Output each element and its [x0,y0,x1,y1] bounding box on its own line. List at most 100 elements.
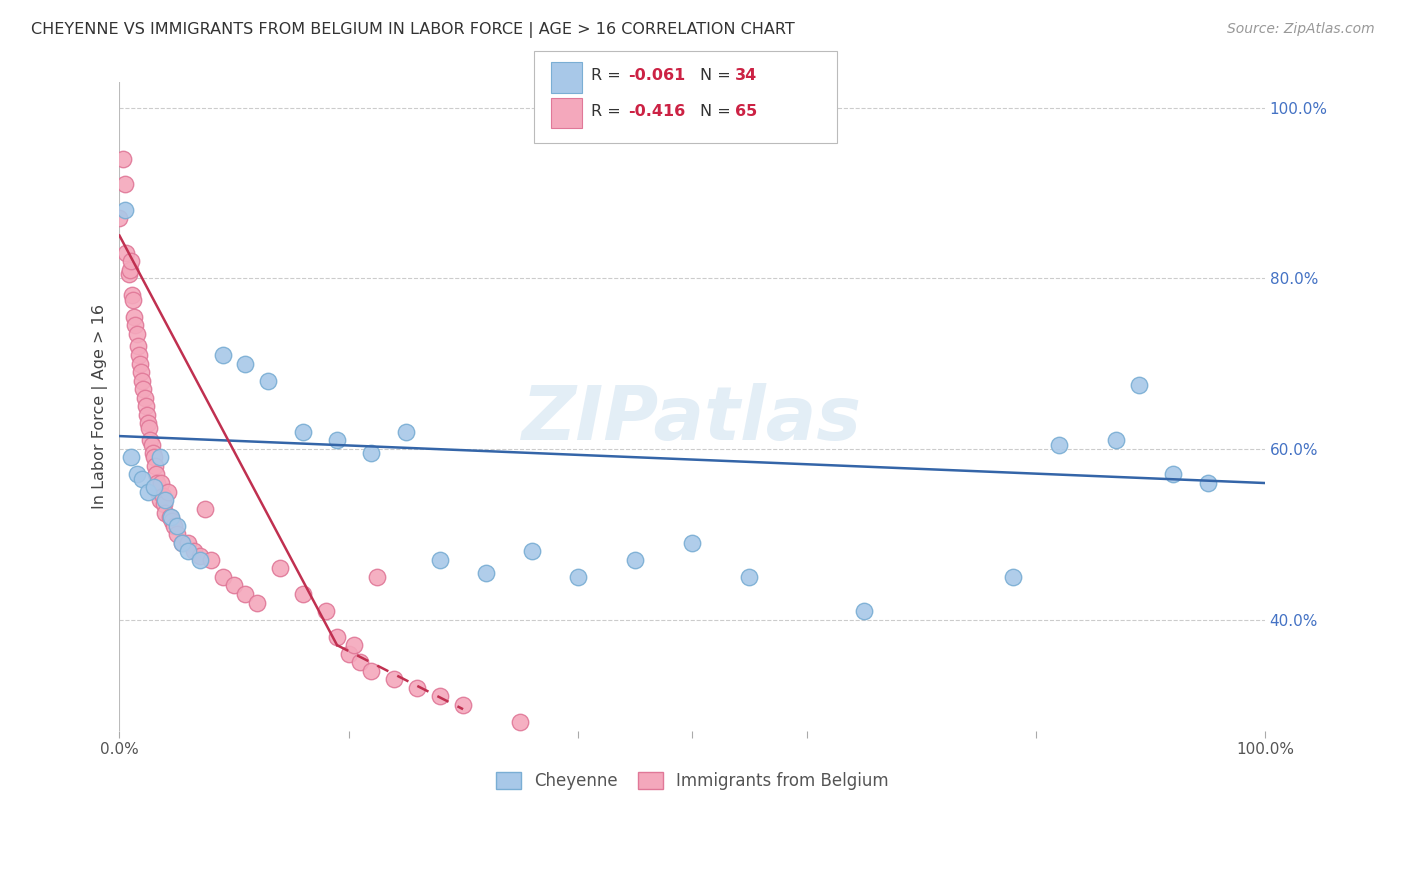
Point [142,446,165,460]
Point [136,408,159,422]
Point [269,561,291,575]
Point [520,544,543,558]
Point [257,374,280,388]
Point [134,391,156,405]
Point [315,604,337,618]
Point [145,467,167,482]
Text: CHEYENNE VS IMMIGRANTS FROM BELGIUM IN LABOR FORCE | AGE > 16 CORRELATION CHART: CHEYENNE VS IMMIGRANTS FROM BELGIUM IN L… [31,22,794,38]
Point [1197,476,1219,491]
Text: R =: R = [591,104,626,119]
Text: 65: 65 [735,104,758,119]
Point [131,374,153,388]
Text: N =: N = [700,69,737,83]
Point [1047,437,1070,451]
Point [159,510,181,524]
Point [135,399,157,413]
Point [211,348,233,362]
Point [326,434,349,448]
Point [160,510,183,524]
Point [222,578,245,592]
Point [1128,377,1150,392]
Point [291,425,314,439]
Point [246,595,269,609]
Point [124,318,146,333]
Point [125,326,148,341]
Point [143,458,166,473]
Point [211,570,233,584]
Point [395,425,418,439]
Point [382,673,405,687]
Point [177,535,200,549]
Point [366,570,388,584]
Point [188,549,211,563]
Point [148,484,170,499]
Point [475,566,498,580]
Point [142,480,165,494]
Point [429,690,451,704]
Point [406,681,429,695]
Point [118,262,141,277]
Point [146,476,169,491]
Point [125,467,148,482]
Point [291,587,314,601]
Point [337,647,360,661]
Point [183,544,205,558]
Point [122,293,145,307]
Point [156,484,179,499]
Point [155,493,177,508]
Point [172,535,194,549]
Point [141,437,163,451]
Point [108,211,131,226]
Point [148,493,170,508]
Point [114,178,136,192]
Point [200,553,222,567]
Point [124,310,146,324]
Point [136,417,159,431]
Point [163,518,186,533]
Y-axis label: In Labor Force | Age > 16: In Labor Force | Age > 16 [93,303,108,508]
Point [160,515,183,529]
Point [852,604,875,618]
Point [177,544,200,558]
Point [127,339,149,353]
Point [148,450,170,465]
Point [120,254,142,268]
Point [111,152,134,166]
Point [166,527,188,541]
Point [132,382,155,396]
Point [138,420,160,434]
Point [117,267,139,281]
Point [451,698,474,712]
Text: R =: R = [591,69,626,83]
Point [349,655,371,669]
Point [188,553,211,567]
Point [360,664,382,678]
Point [235,357,257,371]
Legend: Cheyenne, Immigrants from Belgium: Cheyenne, Immigrants from Belgium [489,765,896,797]
Point [153,497,176,511]
Point [129,357,152,371]
Text: Source: ZipAtlas.com: Source: ZipAtlas.com [1227,22,1375,37]
Point [429,553,451,567]
Point [120,450,142,465]
Text: N =: N = [700,104,737,119]
Text: -0.416: -0.416 [628,104,686,119]
Point [128,348,150,362]
Point [235,587,257,601]
Point [567,570,589,584]
Text: ZIPatlas: ZIPatlas [522,383,862,456]
Point [681,535,703,549]
Text: -0.061: -0.061 [628,69,686,83]
Point [166,518,188,533]
Text: 34: 34 [735,69,758,83]
Point [136,484,159,499]
Point [624,553,647,567]
Point [139,434,162,448]
Point [1161,467,1184,482]
Point [121,288,143,302]
Point [509,714,531,729]
Point [131,472,153,486]
Point [149,476,172,491]
Point [172,535,194,549]
Point [1001,570,1024,584]
